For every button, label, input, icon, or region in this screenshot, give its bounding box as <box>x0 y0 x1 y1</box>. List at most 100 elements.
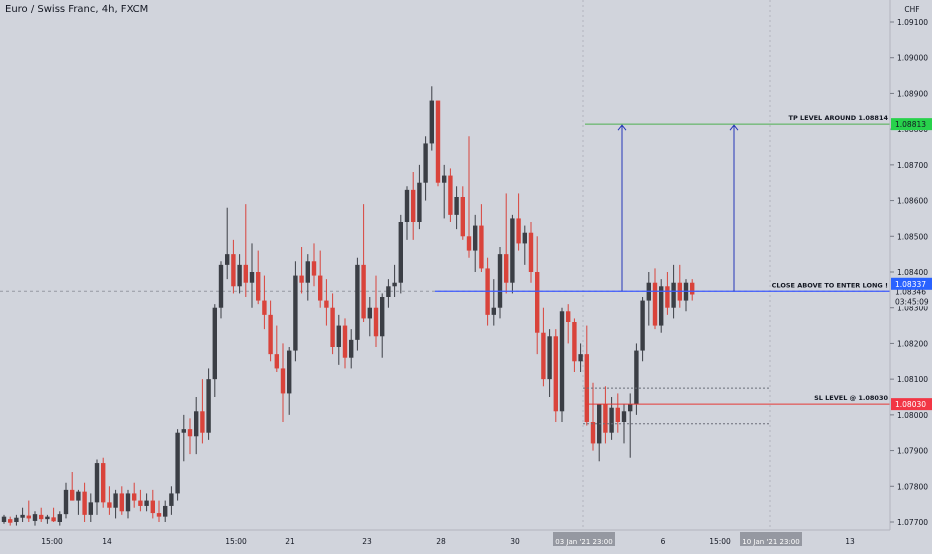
candle-body <box>20 514 25 518</box>
candle-body <box>318 275 323 301</box>
candle-body <box>144 500 149 506</box>
countdown-text: 03:45:09 <box>895 297 929 306</box>
candle <box>330 293 335 355</box>
candle <box>1 514 7 524</box>
candle-body <box>367 307 372 319</box>
candle <box>435 100 441 187</box>
candle-body <box>373 307 379 337</box>
date-marker-tag: 10 Jan '21 23:00 <box>740 532 802 546</box>
candle-body <box>460 197 465 237</box>
candle-body <box>287 350 292 394</box>
candle-body <box>634 350 639 405</box>
candle <box>26 500 31 522</box>
candle <box>101 457 106 508</box>
candle <box>70 472 75 501</box>
candle-body <box>32 514 38 521</box>
time-tick-label: 13 <box>845 537 855 546</box>
candle-body <box>336 325 341 347</box>
candle <box>14 514 19 526</box>
candle-body <box>200 411 205 433</box>
candle-body <box>150 500 155 514</box>
candle <box>590 382 596 451</box>
candle <box>51 507 56 522</box>
candle-body <box>125 493 131 512</box>
candle-body <box>268 314 273 355</box>
candle-body <box>299 275 304 283</box>
last-price-tag: 1.08337 <box>891 277 932 290</box>
candle <box>386 279 391 308</box>
countdown-tag: 03:45:09 <box>891 296 932 307</box>
sl-label: SL LEVEL @ 1.08030 <box>814 394 888 402</box>
candle-body <box>212 307 217 380</box>
candle <box>609 397 614 440</box>
price-tick-label: 1.08300 <box>897 304 928 313</box>
candle <box>144 493 149 512</box>
candle <box>646 272 651 326</box>
candle-body <box>355 264 360 340</box>
time-tick-label: 15:00 <box>41 537 63 546</box>
candle-body <box>516 218 521 244</box>
candle <box>373 275 379 347</box>
candle-body <box>380 297 385 337</box>
candle-body <box>156 513 162 517</box>
candle <box>225 207 230 280</box>
price-tick-label: 1.08000 <box>897 411 928 420</box>
candle-body <box>621 411 627 422</box>
candle-body <box>132 493 137 501</box>
candle-body <box>107 502 112 508</box>
candle <box>336 314 341 365</box>
price-tick-label: 1.07900 <box>897 447 928 456</box>
candle-body <box>609 407 614 433</box>
candle-body <box>584 354 589 422</box>
candle-body <box>101 463 106 503</box>
candle <box>274 325 279 372</box>
tp-label: TP LEVEL AROUND 1.08814 <box>789 114 889 122</box>
candle <box>76 489 81 515</box>
candle-body <box>504 254 509 283</box>
candle <box>311 243 317 287</box>
candle <box>287 347 292 415</box>
candle-body <box>206 379 211 433</box>
candle <box>659 279 664 333</box>
candle <box>169 486 174 515</box>
candle <box>63 482 69 519</box>
candle <box>107 486 112 515</box>
candle <box>411 172 416 240</box>
candle <box>218 261 224 319</box>
candle <box>553 329 558 422</box>
candle <box>138 489 143 512</box>
candle <box>466 136 472 258</box>
date-marker-bg <box>740 532 802 546</box>
price-axis-bg <box>890 0 932 550</box>
candle-body <box>615 407 620 422</box>
candle <box>342 318 348 369</box>
candle-body <box>218 264 224 308</box>
candle <box>460 186 465 240</box>
candle-body <box>169 493 174 506</box>
candle <box>249 243 255 308</box>
candles-group <box>1 86 695 526</box>
candle-body <box>63 489 69 515</box>
candle-body <box>690 282 695 295</box>
candle <box>417 164 422 230</box>
candle-body <box>473 225 478 251</box>
candle <box>628 393 633 458</box>
candle-body <box>138 500 143 506</box>
candle-body <box>14 517 19 522</box>
candle-body <box>237 264 242 287</box>
candle-body <box>423 143 428 183</box>
candle <box>163 500 168 522</box>
candle-body <box>497 254 503 308</box>
candle <box>516 193 521 251</box>
candle <box>262 275 267 330</box>
candle <box>652 268 658 330</box>
chart-title: Euro / Swiss Franc, 4h, FXCM <box>5 4 149 15</box>
candle-body <box>528 232 534 272</box>
last-price-tag-bg <box>891 277 932 290</box>
candle-body <box>417 182 422 222</box>
price-tick-label: 1.08500 <box>897 232 928 241</box>
candle <box>392 264 397 297</box>
price-tick-label: 1.08700 <box>897 161 928 170</box>
